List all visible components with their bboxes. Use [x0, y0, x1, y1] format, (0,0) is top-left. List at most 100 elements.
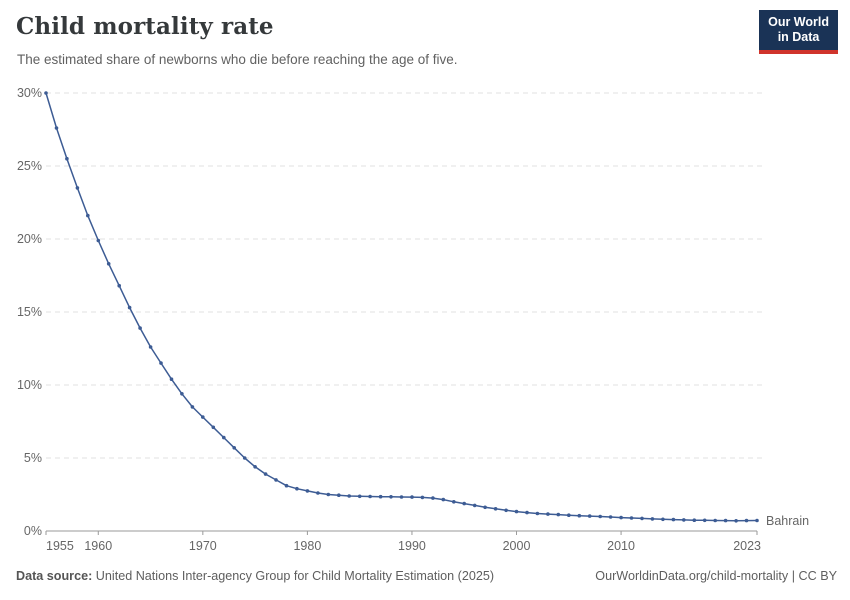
- data-point-2003[interactable]: [546, 512, 550, 516]
- data-point-2009[interactable]: [608, 515, 613, 519]
- data-point-1978[interactable]: [284, 483, 289, 488]
- data-point-1977[interactable]: [274, 478, 278, 482]
- data-point-1967[interactable]: [169, 377, 174, 382]
- data-point-2022[interactable]: [744, 518, 749, 523]
- data-point-2001[interactable]: [525, 510, 529, 515]
- data-point-1963[interactable]: [127, 305, 132, 310]
- x-tick-label-1990: 1990: [398, 539, 426, 553]
- data-point-1984[interactable]: [347, 494, 352, 498]
- data-point-2016[interactable]: [682, 518, 686, 522]
- data-point-2011[interactable]: [629, 516, 634, 520]
- data-point-2006[interactable]: [577, 513, 582, 518]
- data-source-text: United Nations Inter-agency Group for Ch…: [92, 569, 495, 583]
- data-point-1994[interactable]: [452, 500, 456, 504]
- y-axis-labels: 0% 5% 10% 15% 20% 25% 30%: [17, 86, 42, 538]
- data-point-1955[interactable]: [44, 91, 48, 95]
- data-source-note: Data source: United Nations Inter-agency…: [16, 569, 494, 583]
- data-point-1992[interactable]: [431, 496, 435, 500]
- data-point-1993[interactable]: [441, 497, 446, 502]
- x-tick-label-1980: 1980: [293, 539, 321, 553]
- data-point-1979[interactable]: [295, 486, 299, 491]
- data-point-1985[interactable]: [357, 494, 362, 499]
- data-point-1964[interactable]: [138, 326, 142, 330]
- data-point-1959[interactable]: [86, 213, 90, 218]
- data-point-1980[interactable]: [305, 489, 310, 493]
- data-point-1983[interactable]: [337, 493, 341, 498]
- data-point-1990[interactable]: [410, 495, 414, 499]
- data-point-1970[interactable]: [201, 415, 205, 419]
- data-point-2000[interactable]: [514, 509, 519, 514]
- data-point-1981[interactable]: [316, 491, 320, 495]
- data-point-1961[interactable]: [106, 262, 111, 266]
- owid-logo[interactable]: Our World in Data: [759, 10, 838, 54]
- data-point-1974[interactable]: [242, 456, 247, 460]
- data-point-1997[interactable]: [483, 505, 487, 510]
- data-point-1972[interactable]: [222, 435, 226, 440]
- chart-footer: Data source: United Nations Inter-agency…: [16, 569, 837, 583]
- x-tick-label-2000: 2000: [503, 539, 531, 553]
- data-point-2018[interactable]: [702, 518, 707, 523]
- y-tick-label-15: 15%: [17, 305, 42, 319]
- series-line-bahrain[interactable]: [45, 92, 758, 522]
- data-point-1999[interactable]: [504, 508, 508, 513]
- data-point-2010[interactable]: [619, 515, 623, 520]
- chart-subtitle: The estimated share of newborns who die …: [17, 52, 458, 67]
- owid-citation-link[interactable]: OurWorldinData.org/child-mortality | CC …: [595, 569, 837, 583]
- y-tick-label-10: 10%: [17, 378, 42, 392]
- series-points-bahrain[interactable]: [44, 91, 759, 523]
- data-point-1989[interactable]: [399, 495, 404, 499]
- data-point-1976[interactable]: [263, 472, 268, 476]
- x-tick-label-1970: 1970: [189, 539, 217, 553]
- data-point-1987[interactable]: [378, 494, 383, 499]
- data-point-1968[interactable]: [180, 392, 184, 396]
- y-tick-label-25: 25%: [17, 159, 42, 173]
- data-point-2020[interactable]: [723, 518, 728, 523]
- data-point-1966[interactable]: [159, 361, 163, 365]
- y-tick-label-30: 30%: [17, 86, 42, 100]
- data-point-2004[interactable]: [556, 512, 561, 517]
- data-point-1962[interactable]: [117, 283, 121, 288]
- data-point-1975[interactable]: [253, 465, 257, 469]
- data-point-1973[interactable]: [232, 446, 236, 450]
- data-point-2002[interactable]: [535, 511, 540, 516]
- y-tick-label-20: 20%: [17, 232, 42, 246]
- data-point-1971[interactable]: [211, 425, 216, 430]
- data-point-2021[interactable]: [734, 519, 738, 523]
- data-point-1996[interactable]: [472, 503, 477, 508]
- data-point-1986[interactable]: [368, 494, 372, 499]
- series-end-label-bahrain[interactable]: Bahrain: [766, 514, 809, 528]
- data-point-1960[interactable]: [96, 238, 101, 243]
- data-point-1957[interactable]: [65, 156, 69, 161]
- data-point-1969[interactable]: [190, 405, 195, 409]
- owid-logo-line1: Our World: [768, 15, 829, 29]
- data-point-1958[interactable]: [75, 186, 80, 190]
- page-title: Child mortality rate: [16, 13, 274, 40]
- x-tick-label-1955: 1955: [46, 539, 74, 553]
- data-point-1988[interactable]: [389, 495, 393, 499]
- x-tick-label-1960: 1960: [84, 539, 112, 553]
- data-point-2017[interactable]: [692, 518, 697, 522]
- data-point-2013[interactable]: [650, 517, 655, 521]
- data-point-1995[interactable]: [462, 501, 467, 506]
- data-point-1965[interactable]: [148, 345, 153, 349]
- x-tick-label-2010: 2010: [607, 539, 635, 553]
- data-point-2023[interactable]: [755, 518, 759, 523]
- data-point-1982[interactable]: [326, 492, 331, 497]
- y-tick-label-5: 5%: [24, 451, 42, 465]
- data-source-label: Data source:: [16, 569, 93, 583]
- x-axis: 1955 1960 1970 1980 1990 2000 2010 2023: [45, 530, 761, 553]
- owid-logo-line2: in Data: [777, 30, 820, 45]
- data-point-2008[interactable]: [598, 514, 602, 519]
- data-point-1956[interactable]: [54, 126, 59, 130]
- data-point-2012[interactable]: [640, 516, 644, 521]
- data-point-2005[interactable]: [567, 513, 571, 517]
- data-point-2015[interactable]: [671, 517, 676, 522]
- data-point-1998[interactable]: [493, 507, 498, 511]
- y-tick-label-0: 0%: [24, 524, 42, 538]
- data-point-1991[interactable]: [420, 495, 425, 500]
- x-tick-label-2023: 2023: [733, 539, 761, 553]
- data-point-2014[interactable]: [661, 517, 665, 522]
- data-point-2007[interactable]: [587, 514, 592, 518]
- data-point-2019[interactable]: [713, 518, 717, 523]
